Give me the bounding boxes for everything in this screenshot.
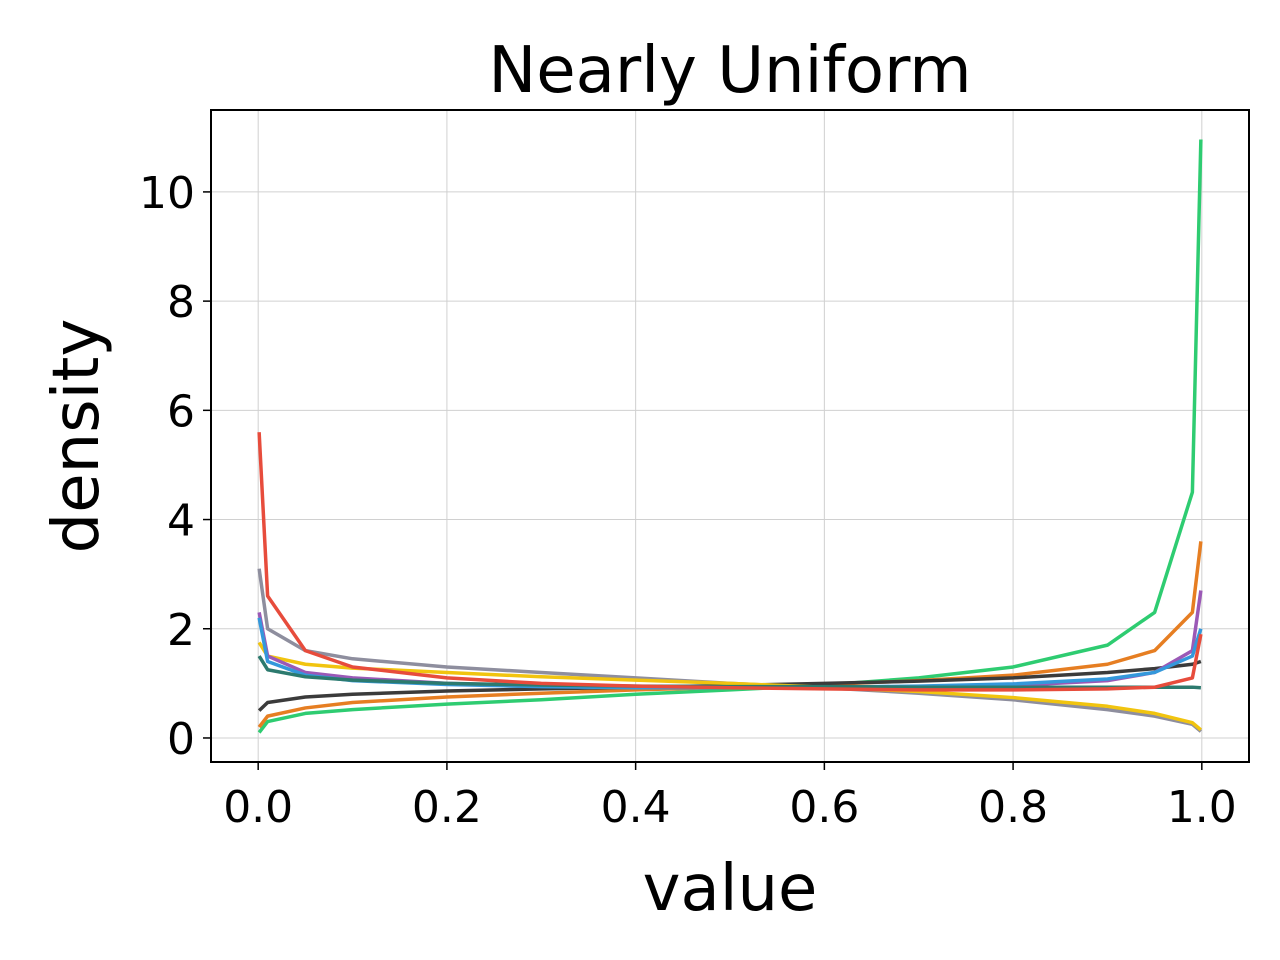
y-tick-label: 6 [167,386,195,437]
x-tick-label: 0.4 [601,782,671,833]
x-axis-label: value [643,852,818,926]
x-tick-label: 0.8 [978,782,1048,833]
y-tick-label: 10 [139,168,195,219]
y-tick-label: 4 [167,496,195,547]
line [257,139,1203,734]
plot-frame [210,109,1250,763]
y-tick-label: 8 [167,277,195,328]
line [257,541,1203,729]
line [257,641,1202,732]
line [257,432,1203,692]
y-tick-label: 0 [167,714,195,765]
x-tick-label: 1.0 [1167,782,1237,833]
y-tick-label: 2 [167,605,195,656]
x-tick-label: 0.2 [412,782,482,833]
y-axis-label: density [40,319,114,554]
x-tick-label: 0.0 [223,782,293,833]
chart-title: Nearly Uniform [488,34,971,108]
x-tick-label: 0.6 [789,782,859,833]
